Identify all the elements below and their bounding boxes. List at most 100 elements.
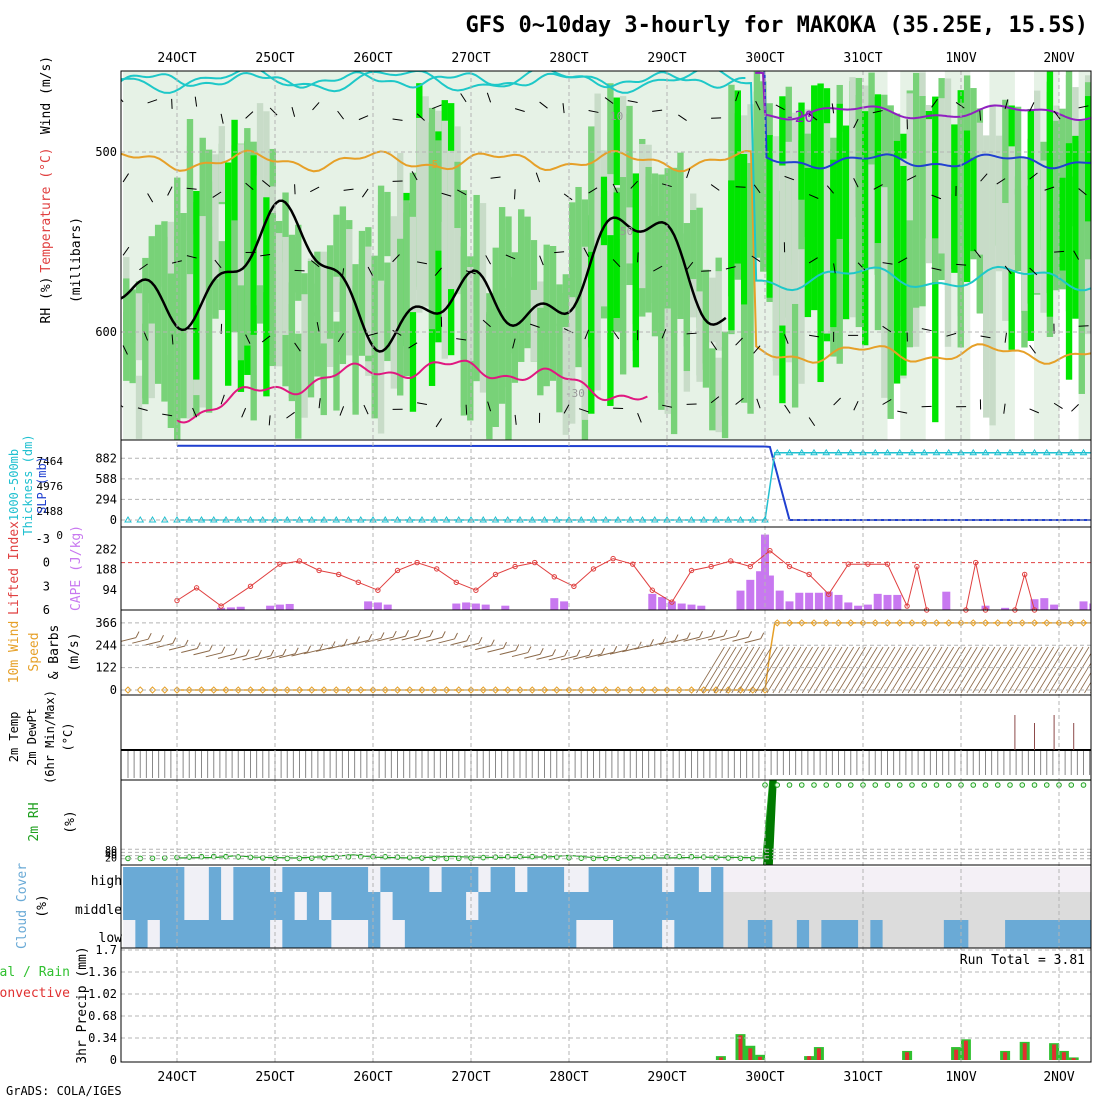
wind-barb-10m bbox=[144, 640, 161, 646]
wind-barb-10m bbox=[960, 646, 990, 694]
cloud-cell bbox=[404, 867, 418, 892]
wind-barb-10m bbox=[331, 641, 336, 648]
date-label-bottom: 26OCT bbox=[353, 1070, 392, 1085]
wind-barb bbox=[343, 188, 354, 191]
wind-barb-10m bbox=[743, 646, 772, 694]
rh2m-axis-title: (%) bbox=[63, 810, 78, 833]
li-point bbox=[355, 579, 361, 586]
rh-cell bbox=[670, 167, 679, 276]
cloud-cell bbox=[845, 920, 859, 948]
cloud-cell bbox=[551, 892, 565, 920]
rh-cell bbox=[728, 180, 736, 331]
cloud-cell bbox=[992, 920, 1006, 948]
wind-barb bbox=[809, 334, 820, 338]
cloud-cell bbox=[453, 867, 467, 892]
cape-bar bbox=[462, 602, 471, 610]
rh-cell bbox=[339, 206, 348, 311]
wind-speed-point bbox=[246, 686, 255, 694]
rh-cell bbox=[447, 150, 456, 290]
wind-speed-point bbox=[847, 619, 855, 627]
rh-cell bbox=[619, 177, 628, 375]
li-point bbox=[277, 561, 283, 567]
precip-convective-bar bbox=[905, 1052, 910, 1060]
rh2m-axis-title: 2m RH bbox=[27, 802, 42, 841]
cloud-cell bbox=[1090, 892, 1091, 920]
cloud-cell bbox=[466, 892, 479, 920]
wind-speed-point bbox=[883, 619, 892, 627]
wind-barb bbox=[392, 254, 400, 263]
wind-barb-10m bbox=[315, 646, 333, 652]
li-point bbox=[336, 571, 342, 578]
cloud-cell bbox=[417, 892, 430, 920]
wind-barb bbox=[1029, 172, 1038, 180]
date-label-top: 29OCT bbox=[647, 51, 686, 66]
precip-legend-convective: Convective bbox=[0, 986, 70, 1001]
precip-convective-bar bbox=[748, 1048, 753, 1060]
wind-barb bbox=[1073, 250, 1080, 260]
li-point bbox=[247, 583, 254, 589]
thickness-point bbox=[1093, 450, 1099, 455]
cape-bar bbox=[550, 598, 559, 610]
cloud-cell bbox=[576, 892, 590, 920]
rh-cell bbox=[970, 157, 978, 252]
rh-cell bbox=[282, 236, 290, 336]
wind-barb bbox=[358, 115, 369, 121]
rh-cell bbox=[951, 124, 959, 273]
rh2m-point bbox=[627, 855, 634, 861]
wind-barb-10m bbox=[475, 645, 492, 651]
cape-bar bbox=[687, 604, 696, 610]
cloud-cell bbox=[588, 920, 602, 948]
wind-barb-10m bbox=[613, 646, 618, 653]
cloud-cell bbox=[404, 892, 418, 920]
rh-cell bbox=[906, 93, 915, 221]
rh-band bbox=[352, 71, 360, 440]
wind-barb bbox=[710, 396, 720, 404]
wind-speed-point bbox=[981, 619, 990, 627]
wind-barb-10m bbox=[948, 646, 978, 694]
wind-barb bbox=[171, 334, 174, 345]
rh-cell bbox=[543, 304, 552, 387]
rh-cell bbox=[250, 155, 259, 335]
precip-convective-bar bbox=[1061, 1052, 1066, 1060]
cloud-cell bbox=[184, 892, 198, 920]
wind-barb bbox=[678, 114, 687, 121]
rh-cell bbox=[900, 165, 908, 376]
li-point bbox=[532, 559, 538, 566]
cape-bar bbox=[756, 571, 765, 610]
cloud-cell bbox=[135, 920, 149, 948]
cloud-cell bbox=[245, 892, 259, 920]
cloud-cell bbox=[698, 892, 712, 920]
wind-barb bbox=[980, 335, 991, 339]
rh-cell bbox=[1014, 106, 1023, 195]
rh-cell bbox=[709, 281, 717, 342]
rh-cell bbox=[295, 333, 303, 439]
rh-cell bbox=[256, 103, 265, 286]
cloud-cell bbox=[270, 920, 283, 948]
rh-cell bbox=[1065, 143, 1074, 380]
cloud-cell bbox=[772, 920, 786, 948]
wind-barb-10m bbox=[209, 644, 213, 652]
rh-cell bbox=[1053, 120, 1061, 291]
thickness-point bbox=[908, 448, 916, 456]
rh-cell bbox=[154, 224, 163, 294]
rh-cell bbox=[1046, 71, 1055, 317]
wind-barb-10m bbox=[368, 634, 373, 641]
wind-barb-10m bbox=[1042, 646, 1072, 694]
rh-band bbox=[562, 71, 571, 440]
wind-barb bbox=[563, 193, 573, 201]
rh-cell bbox=[320, 251, 329, 344]
wind-barb-10m bbox=[1019, 646, 1049, 694]
rh-cell bbox=[358, 230, 367, 356]
wind-barb-10m bbox=[1072, 662, 1091, 694]
cloud-cell bbox=[686, 920, 700, 948]
wind-barb-10m bbox=[760, 646, 790, 694]
rh-cell bbox=[664, 233, 673, 414]
wind-barb bbox=[1029, 102, 1035, 112]
li-point bbox=[492, 571, 499, 578]
rh2m-point bbox=[223, 853, 229, 860]
cloud-cell bbox=[282, 920, 296, 948]
cloud-cell bbox=[551, 867, 565, 892]
rh-cell bbox=[492, 314, 501, 427]
slp-tick-label: 588 bbox=[95, 472, 117, 486]
wind-barb-10m bbox=[352, 639, 369, 645]
